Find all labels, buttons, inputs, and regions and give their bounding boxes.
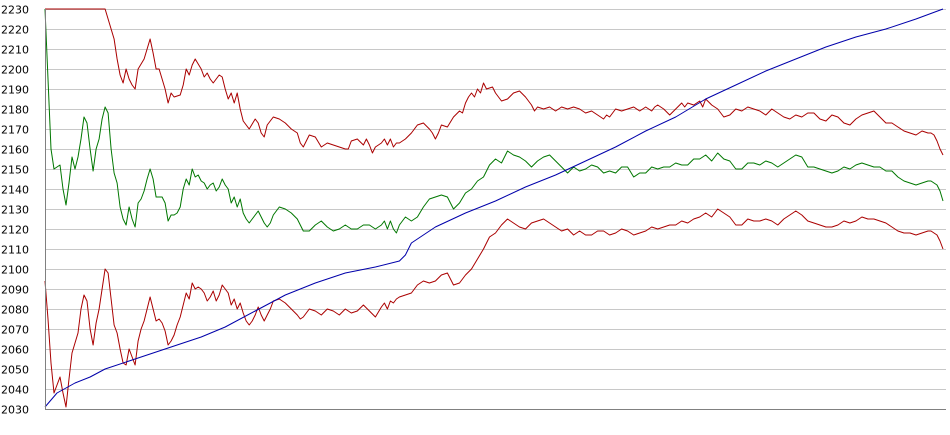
y-tick-label-2230: 2230 <box>1 4 29 17</box>
series-line-2 <box>44 8 944 234</box>
y-tick-label-2100: 2100 <box>1 264 29 277</box>
y-tick-label-2090: 2090 <box>1 284 29 297</box>
y-tick-label-2040: 2040 <box>1 384 29 397</box>
y-tick-label-2060: 2060 <box>1 344 29 357</box>
y-tick-label-2150: 2150 <box>1 164 29 177</box>
series-line-3 <box>44 208 944 408</box>
y-tick-label-2180: 2180 <box>1 104 29 117</box>
y-axis-tick-labels: 2030 2040 2050 2060 2070 2080 2090 2100 2110 2120… <box>1 4 29 417</box>
y-tick-label-2110: 2110 <box>1 244 29 257</box>
series-line-1 <box>45 8 944 156</box>
y-tick-label-2080: 2080 <box>1 304 29 317</box>
y-tick-label-2030: 2030 <box>1 404 29 417</box>
axes <box>45 9 946 410</box>
y-tick-label-2200: 2200 <box>1 64 29 77</box>
y-tick-label-2170: 2170 <box>1 124 29 137</box>
series-lines <box>44 8 944 408</box>
y-tick-label-2210: 2210 <box>1 44 29 57</box>
y-tick-label-2190: 2190 <box>1 84 29 97</box>
y-tick-label-2140: 2140 <box>1 184 29 197</box>
y-tick-label-2120: 2120 <box>1 224 29 237</box>
y-tick-label-2220: 2220 <box>1 24 29 37</box>
y-tick-label-2050: 2050 <box>1 364 29 377</box>
y-tick-label-2160: 2160 <box>1 144 29 157</box>
series-line-4 <box>44 8 944 408</box>
y-tick-label-2070: 2070 <box>1 324 29 337</box>
grid-lines <box>45 9 946 410</box>
y-tick-label-2130: 2130 <box>1 204 29 217</box>
